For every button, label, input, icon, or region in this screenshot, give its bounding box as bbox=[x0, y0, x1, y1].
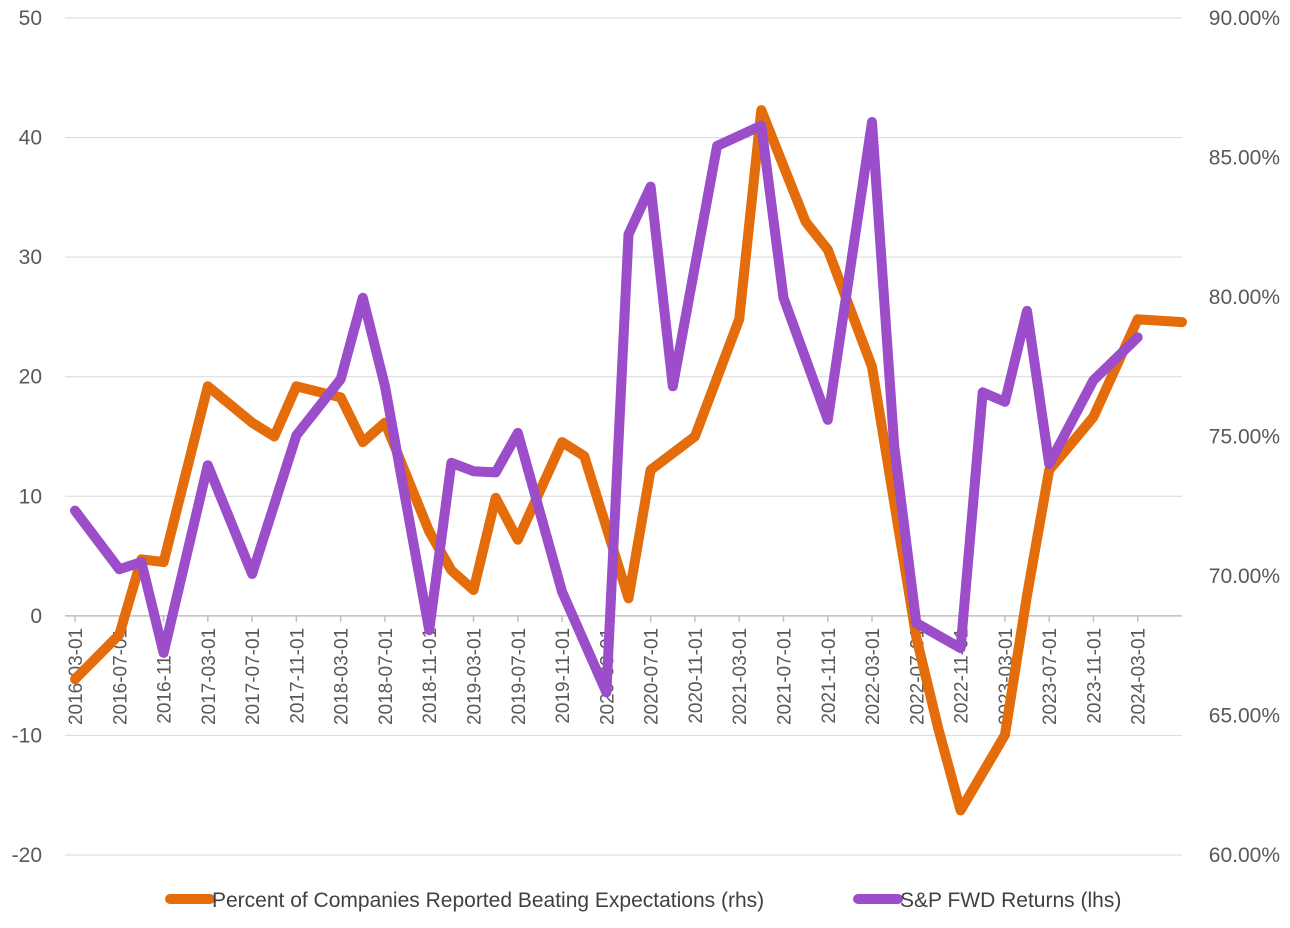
x-tick-label: 2018-07-01 bbox=[376, 628, 397, 725]
right-tick-label: 65.00% bbox=[1209, 705, 1280, 728]
left-tick-label: 30 bbox=[19, 246, 42, 269]
right-tick-label: 90.00% bbox=[1209, 7, 1280, 30]
left-tick-label: -20 bbox=[12, 844, 42, 867]
x-tick-label: 2021-07-01 bbox=[774, 628, 795, 725]
x-tick-label: 2024-03-01 bbox=[1129, 628, 1150, 725]
right-tick-label: 75.00% bbox=[1209, 426, 1280, 449]
left-axis: 50 40 30 20 10 0 -10 -20 bbox=[12, 7, 42, 867]
left-tick-label: -10 bbox=[12, 724, 42, 747]
right-tick-label: 70.00% bbox=[1209, 565, 1280, 588]
right-tick-label: 85.00% bbox=[1209, 147, 1280, 170]
series-line-sp-fwd-returns bbox=[70, 117, 1143, 698]
series-lines bbox=[70, 105, 1187, 816]
legend-label-orange: Percent of Companies Reported Beating Ex… bbox=[212, 889, 764, 912]
x-tick-label: 2016-07-01 bbox=[110, 628, 131, 725]
left-tick-label: 10 bbox=[19, 485, 42, 508]
x-tick-label: 2021-03-01 bbox=[730, 628, 751, 725]
x-tick-label: 2020-11-01 bbox=[686, 628, 707, 724]
x-tick-label: 2018-03-01 bbox=[332, 628, 353, 725]
x-tick-label: 2022-03-01 bbox=[863, 628, 884, 725]
right-axis: 90.00% 85.00% 80.00% 75.00% 70.00% 65.00% 60.0… bbox=[1209, 7, 1280, 867]
left-tick-label: 50 bbox=[19, 7, 42, 30]
x-tick-label: 2017-07-01 bbox=[243, 628, 264, 725]
x-tick-label: 2021-11-01 bbox=[819, 628, 840, 724]
x-tick-label: 2019-03-01 bbox=[465, 628, 486, 725]
x-tick-label: 2017-03-01 bbox=[199, 628, 220, 725]
series-line-beating-expectations bbox=[70, 105, 1187, 816]
x-axis: 2016-03-01 2016-07-01 2016-11-01 2017-03-01… bbox=[65, 615, 1182, 725]
left-tick-label: 20 bbox=[19, 366, 42, 389]
x-tick-label: 2018-11-01 bbox=[420, 628, 441, 724]
x-tick-label: 2023-07-01 bbox=[1040, 628, 1061, 725]
right-tick-label: 80.00% bbox=[1209, 286, 1280, 309]
legend-label-purple: S&P FWD Returns (lhs) bbox=[900, 889, 1121, 912]
left-tick-label: 0 bbox=[30, 605, 42, 628]
x-tick-label: 2023-11-01 bbox=[1084, 628, 1105, 724]
x-tick-label: 2020-07-01 bbox=[642, 628, 663, 725]
left-tick-label: 40 bbox=[19, 127, 42, 150]
x-tick-label: 2019-11-01 bbox=[553, 628, 574, 724]
x-tick-label: 2017-11-01 bbox=[287, 628, 308, 724]
x-tick-label: 2019-07-01 bbox=[509, 628, 530, 725]
x-tick-label: 2022-11-01 bbox=[952, 628, 973, 724]
legend: Percent of Companies Reported Beating Ex… bbox=[165, 889, 1121, 912]
right-tick-label: 60.00% bbox=[1209, 844, 1280, 867]
